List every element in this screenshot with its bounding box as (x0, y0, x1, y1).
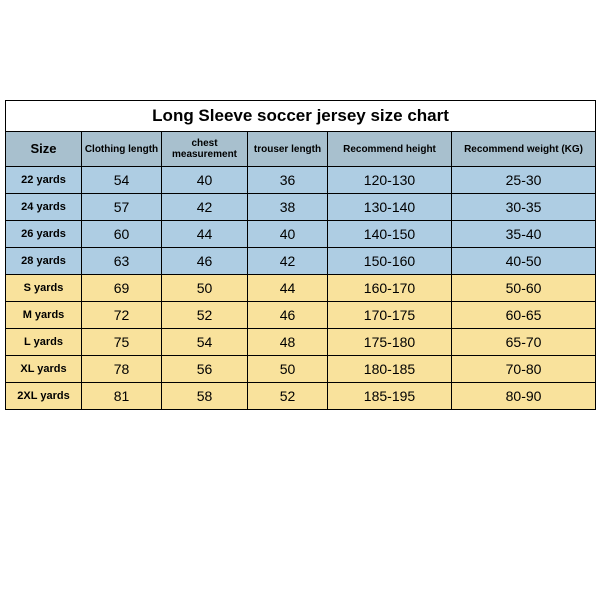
value-cell: 69 (82, 275, 162, 302)
value-cell: 81 (82, 383, 162, 410)
size-cell: M yards (6, 302, 82, 329)
size-cell: 28 yards (6, 248, 82, 275)
column-header: Recommend weight (KG) (452, 132, 596, 167)
value-cell: 80-90 (452, 383, 596, 410)
value-cell: 46 (162, 248, 248, 275)
value-cell: 38 (248, 194, 328, 221)
value-cell: 40-50 (452, 248, 596, 275)
value-cell: 58 (162, 383, 248, 410)
value-cell: 44 (248, 275, 328, 302)
table-row: 26 yards604440140-15035-40 (6, 221, 596, 248)
table-row: 24 yards574238130-14030-35 (6, 194, 596, 221)
table-title: Long Sleeve soccer jersey size chart (6, 101, 596, 132)
value-cell: 160-170 (328, 275, 452, 302)
value-cell: 50 (248, 356, 328, 383)
value-cell: 30-35 (452, 194, 596, 221)
value-cell: 57 (82, 194, 162, 221)
table-row: 28 yards634642150-16040-50 (6, 248, 596, 275)
value-cell: 50-60 (452, 275, 596, 302)
value-cell: 56 (162, 356, 248, 383)
value-cell: 60-65 (452, 302, 596, 329)
value-cell: 52 (162, 302, 248, 329)
value-cell: 35-40 (452, 221, 596, 248)
value-cell: 42 (248, 248, 328, 275)
value-cell: 72 (82, 302, 162, 329)
value-cell: 175-180 (328, 329, 452, 356)
size-cell: 2XL yards (6, 383, 82, 410)
value-cell: 50 (162, 275, 248, 302)
table-row: XL yards785650180-18570-80 (6, 356, 596, 383)
value-cell: 40 (248, 221, 328, 248)
value-cell: 52 (248, 383, 328, 410)
value-cell: 65-70 (452, 329, 596, 356)
column-header: Recommend height (328, 132, 452, 167)
value-cell: 140-150 (328, 221, 452, 248)
value-cell: 130-140 (328, 194, 452, 221)
header-row: SizeClothing lengthchest measurementtrou… (6, 132, 596, 167)
value-cell: 63 (82, 248, 162, 275)
table-row: M yards725246170-17560-65 (6, 302, 596, 329)
size-cell: 24 yards (6, 194, 82, 221)
value-cell: 120-130 (328, 167, 452, 194)
table-row: 22 yards544036120-13025-30 (6, 167, 596, 194)
value-cell: 185-195 (328, 383, 452, 410)
table-row: L yards755448175-18065-70 (6, 329, 596, 356)
size-cell: XL yards (6, 356, 82, 383)
value-cell: 170-175 (328, 302, 452, 329)
column-header: chest measurement (162, 132, 248, 167)
size-cell: 26 yards (6, 221, 82, 248)
title-row: Long Sleeve soccer jersey size chart (6, 101, 596, 132)
value-cell: 36 (248, 167, 328, 194)
value-cell: 70-80 (452, 356, 596, 383)
table-row: S yards695044160-17050-60 (6, 275, 596, 302)
value-cell: 150-160 (328, 248, 452, 275)
table-row: 2XL yards815852185-19580-90 (6, 383, 596, 410)
column-header: trouser length (248, 132, 328, 167)
size-chart-table: Long Sleeve soccer jersey size chart Siz… (5, 100, 596, 410)
value-cell: 42 (162, 194, 248, 221)
size-cell: 22 yards (6, 167, 82, 194)
size-cell: L yards (6, 329, 82, 356)
value-cell: 48 (248, 329, 328, 356)
value-cell: 46 (248, 302, 328, 329)
column-header: Size (6, 132, 82, 167)
column-header: Clothing length (82, 132, 162, 167)
value-cell: 25-30 (452, 167, 596, 194)
value-cell: 180-185 (328, 356, 452, 383)
value-cell: 54 (82, 167, 162, 194)
value-cell: 75 (82, 329, 162, 356)
value-cell: 40 (162, 167, 248, 194)
value-cell: 60 (82, 221, 162, 248)
value-cell: 44 (162, 221, 248, 248)
size-cell: S yards (6, 275, 82, 302)
value-cell: 54 (162, 329, 248, 356)
value-cell: 78 (82, 356, 162, 383)
size-chart-container: Long Sleeve soccer jersey size chart Siz… (0, 0, 600, 410)
